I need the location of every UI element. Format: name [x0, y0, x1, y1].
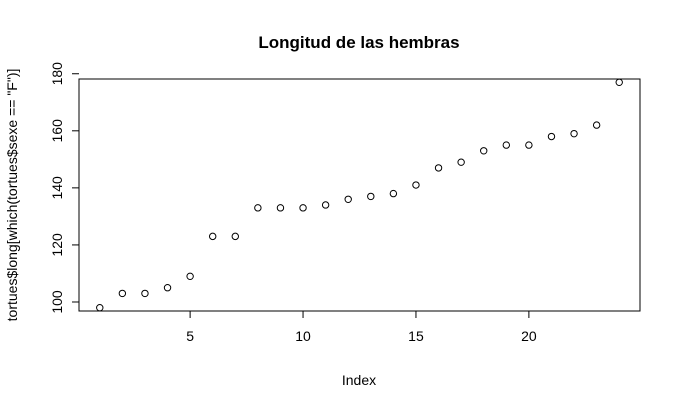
x-axis-label: Index [342, 372, 376, 388]
x-axis: 5 10 15 20 [186, 311, 537, 344]
x-tick-label: 20 [521, 328, 537, 344]
x-tick-label: 5 [186, 328, 194, 344]
y-axis-label: tortues$long[which(tortues$sexe == "F")] [4, 69, 20, 322]
data-point [592, 121, 601, 129]
data-point [615, 78, 623, 87]
plot-box [78, 78, 641, 312]
y-tick-label: 180 [49, 62, 65, 86]
chart-title: Longitud de las hembras [258, 33, 459, 52]
y-tick-label: 100 [49, 290, 65, 314]
data-point [299, 204, 307, 212]
data-point [457, 158, 465, 166]
data-point [547, 132, 556, 141]
data-point [502, 141, 510, 149]
data-point [163, 284, 172, 292]
data-point [412, 181, 420, 189]
data-point [141, 289, 149, 298]
x-tick-label: 10 [295, 328, 311, 344]
data-point [570, 129, 578, 138]
data-point [186, 272, 194, 281]
y-tick-label: 120 [49, 233, 65, 257]
y-tick-label: 140 [49, 176, 65, 200]
data-point [344, 195, 352, 203]
data-point [276, 204, 285, 212]
data-point [480, 147, 488, 155]
data-points [96, 78, 623, 312]
data-point [367, 192, 375, 201]
y-tick-label: 160 [49, 119, 65, 143]
data-point [389, 189, 398, 198]
data-point [254, 204, 262, 212]
data-point [434, 164, 443, 172]
data-point [525, 141, 533, 149]
data-point [96, 303, 104, 312]
x-tick-label: 15 [408, 328, 424, 344]
y-axis: 100 120 140 160 180 [49, 62, 79, 314]
data-point [231, 232, 239, 241]
data-point [321, 201, 330, 209]
data-point [209, 232, 217, 241]
data-point [118, 289, 127, 298]
